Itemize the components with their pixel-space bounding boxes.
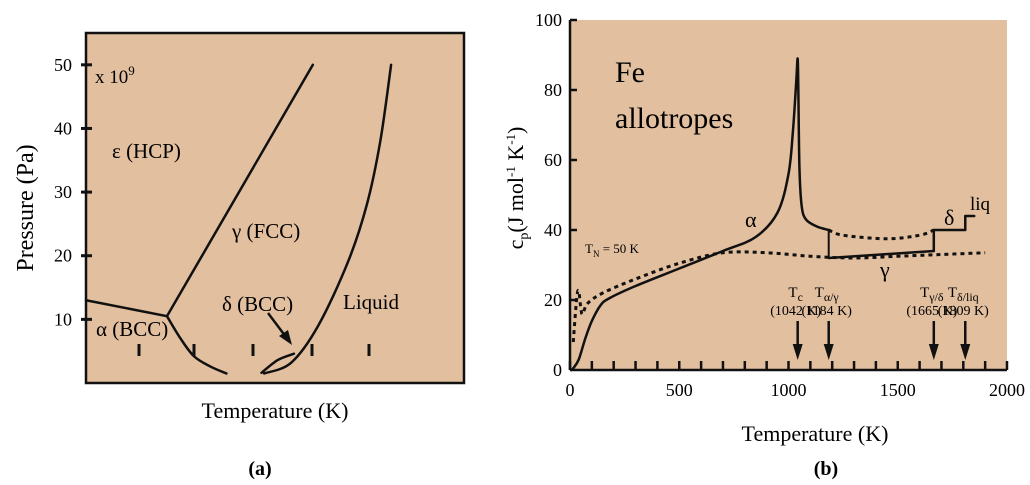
panel-a-phase-boundaries: [84, 63, 393, 375]
panel-b-y-axis-label: cp(J mol-1 K-1): [503, 127, 532, 250]
panel-b-transition-value: (1184 K): [801, 304, 852, 319]
panel-b-curve-dotted-5: [828, 228, 935, 241]
panel-a-chart: 10 20 30 40 50 x 109 ε (HCP) γ (FCC) α (BCC)…: [13, 31, 466, 480]
panel-a-y-multiplier-exponent: 9: [128, 63, 135, 78]
panel-b-transition-symbol: Tα/γ: [815, 285, 840, 304]
panel-a-boundary-line-3: [165, 314, 228, 375]
panel-a-y-tick-label: 30: [54, 182, 72, 202]
panel-b-x-tick-label: 1000: [771, 380, 807, 400]
panel-a-y-ticks: 10 20 30 40 50: [54, 55, 92, 329]
panel-b-x-axis-label: Temperature (K): [742, 421, 889, 446]
panel-a-y-tick-label: 10: [54, 309, 72, 329]
panel-b-y-ticks: 0 20 40 60 80 100: [535, 10, 577, 380]
panel-a-y-multiplier: x 109: [95, 63, 135, 88]
panel-a-x-axis-label: Temperature (K): [202, 398, 349, 423]
panel-b-y-tick-label: 60: [544, 150, 562, 170]
panel-b-label-gamma: γ: [879, 257, 890, 282]
panel-b-tn-label: TN = 50 K: [585, 241, 640, 259]
panel-b-transition-value: (1042 K): [770, 304, 821, 319]
panel-a-boundary-line-4: [262, 63, 393, 375]
panel-b-transition-arrowhead: [823, 344, 834, 360]
panel-b-transition-value: (1665 K): [906, 304, 957, 319]
panel-a-delta-arrowhead: [279, 330, 292, 345]
panel-b-curve-solid-1: [569, 57, 830, 372]
panel-b-plot-area: [570, 20, 1007, 370]
panel-b-x-tick-label: 2000: [989, 380, 1025, 400]
panel-b-y-tick-label: 80: [544, 80, 562, 100]
panel-b-transition-arrowhead: [792, 344, 803, 360]
panel-a-panel-label: (a): [248, 458, 271, 480]
panel-b-y-tick-label: 40: [544, 220, 562, 240]
panel-a-label-liquid: Liquid: [343, 290, 399, 314]
panel-a-boundary-line-1: [84, 299, 169, 318]
panel-a-label-alpha-bcc: α (BCC): [96, 317, 168, 341]
panel-b-curve-solid-2: [827, 249, 936, 260]
panel-a-y-tick-label: 20: [54, 246, 72, 266]
panel-b-curve-solid-3: [932, 214, 976, 253]
panel-b-transition-symbol: Tδ/liq: [948, 285, 979, 304]
panel-b-title-line-1: Fe: [615, 56, 645, 89]
panel-b-label-alpha: α: [745, 207, 757, 232]
panel-a-plot-area: [84, 31, 466, 385]
panel-b-y-tick-label: 0: [553, 360, 562, 380]
panel-b-x-tick-label: 1500: [880, 380, 916, 400]
panel-b-x-tick-label: 0: [566, 380, 575, 400]
panel-b-label-liquid: liq: [970, 194, 991, 215]
panel-a-label-delta-bcc: δ (BCC): [222, 292, 293, 316]
panel-a-y-axis-label: Pressure (Pa): [13, 144, 39, 271]
panel-b-chart: 0 500 1000 1500 2000 0 20 40 60 80 100 Tc(1042 K)…: [503, 10, 1025, 480]
panel-b-x-ticks: 0 500 1000 1500 2000: [566, 361, 1025, 400]
panel-a-boundary-line-5: [260, 352, 296, 375]
panel-a-delta-arrow: [267, 312, 287, 338]
panel-a-y-tick-label: 50: [54, 55, 72, 75]
panel-b-transition-markers: Tc(1042 K)Tα/γ(1184 K) Tγ/δ(1665 K)Tδ/liq…: [770, 285, 989, 360]
panel-b-heat-capacity-curves: [569, 57, 986, 372]
panel-a-y-tick-label: 40: [54, 118, 72, 138]
panel-b-transition-arrowhead: [960, 344, 971, 360]
panel-b-transition-arrowhead: [928, 344, 939, 360]
panel-a-label-epsilon-hcp: ε (HCP): [112, 139, 181, 163]
panel-b-transition-symbol: Tγ/δ: [920, 285, 944, 304]
panel-b-panel-label: (b): [814, 458, 838, 480]
panel-b-transition-symbol: Tc: [788, 285, 803, 304]
panel-a-bottom-ticks: [137, 344, 371, 356]
panel-b-transition-value: (1809 K): [938, 304, 989, 319]
panel-b-title-line-2: allotropes: [615, 102, 733, 135]
panel-b-y-tick-label: 100: [535, 10, 562, 30]
panel-a-label-gamma-fcc: γ (FCC): [231, 219, 300, 243]
panel-b-curve-dotted-4: [571, 250, 986, 343]
panel-b-label-delta: δ: [944, 205, 954, 230]
panel-a-boundary-line-2: [165, 63, 315, 318]
panel-b-y-tick-label: 20: [544, 290, 562, 310]
panel-b-x-tick-label: 500: [666, 380, 693, 400]
